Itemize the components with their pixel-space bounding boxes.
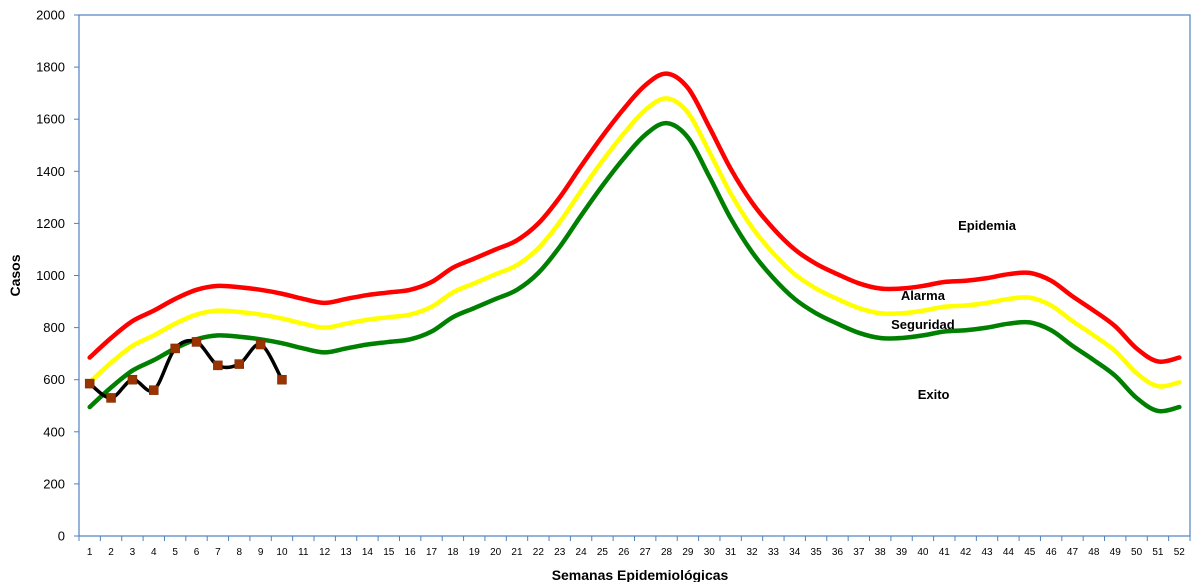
plot-markers [84,337,287,403]
x-tick-label: 49 [1110,547,1122,558]
x-tick-label: 42 [960,547,972,558]
x-tick-label: 19 [469,547,481,558]
plot-frame [78,14,1191,537]
observed-cases-line [87,338,284,400]
y-tick-label: 0 [58,529,65,544]
x-axis-title: Semanas Epidemiológicas [552,567,729,582]
x-tick-label: 34 [789,547,801,558]
x-tick-label: 15 [383,547,395,558]
x-tick-label: 29 [682,547,694,558]
y-tick-label: 1000 [36,268,65,283]
zone-labels: Epidemia Alarma Seguridad Exito [891,218,1017,402]
observed-case-point [255,339,266,350]
x-axis: 1 2 3 4 5 6 7 8 9 10 11 12 13 14 15 16 17 18 19 20 21 22 23 24 2… [78,536,1191,558]
x-tick-label: 23 [554,547,566,558]
x-tick-label: 32 [746,547,758,558]
y-tick-label: 400 [43,424,65,439]
x-tick-label: 22 [533,547,545,558]
x-tick-label: 21 [511,547,523,558]
x-tick-label: 37 [853,547,865,558]
x-tick-label: 16 [405,547,417,558]
zone-label-alarma: Alarma [901,288,946,303]
x-tick-label: 5 [172,547,178,558]
observed-case-point [84,378,95,389]
x-tick-label: 2 [108,547,114,558]
x-tick-label: 4 [151,547,157,558]
x-tick-label: 17 [426,547,438,558]
x-tick-label: 9 [258,547,264,558]
x-tick-label: 39 [896,547,908,558]
x-tick-label: 18 [447,547,459,558]
x-tick-label: 24 [576,547,588,558]
x-tick-label: 51 [1152,547,1164,558]
zone-label-epidemia: Epidemia [958,218,1017,233]
observed-case-point [234,359,244,369]
x-tick-label: 7 [215,547,221,558]
x-tick-label: 40 [917,547,929,558]
x-tick-label: 8 [236,547,242,558]
x-tick-label: 47 [1067,547,1079,558]
x-tick-label: 3 [130,547,136,558]
zone-label-seguridad: Seguridad [891,317,955,332]
zone-label-exito: Exito [918,387,950,402]
x-tick-label: 38 [875,547,887,558]
x-tick-label: 41 [939,547,951,558]
x-tick-label: 25 [597,547,609,558]
x-tick-label: 48 [1088,547,1100,558]
observed-case-point [149,385,159,395]
x-tick-label: 11 [298,547,309,558]
observed-case-point [213,360,223,371]
y-axis-title: Casos [7,254,23,296]
x-tick-label: 10 [276,547,288,558]
epidemia-threshold-line [87,71,1182,365]
x-tick-label: 12 [319,547,331,558]
x-tick-label: 45 [1024,547,1036,558]
x-tick-label: 43 [981,547,993,558]
x-tick-label: 6 [194,547,200,558]
y-tick-label: 800 [43,320,65,335]
seguridad-threshold-line [87,120,1182,414]
x-tick-label: 44 [1003,547,1015,558]
x-tick-label: 50 [1131,547,1143,558]
x-tick-label: 1 [87,547,93,558]
x-tick-label: 31 [725,547,737,558]
y-tick-label: 600 [43,372,65,387]
x-tick-label: 30 [704,547,716,558]
observed-case-point [127,374,138,385]
x-tick-label: 46 [1046,547,1058,558]
observed-case-point [191,337,202,347]
observed-case-point [170,343,180,354]
x-tick-label: 35 [811,547,823,558]
x-tick-label: 36 [832,547,844,558]
y-tick-label: 1600 [36,112,65,127]
alarma-threshold-line [87,96,1182,389]
x-tick-label: 28 [661,547,673,558]
y-tick-label: 1800 [36,60,65,75]
y-axis: 0 200 400 600 800 1000 1200 1400 1600 1800 2000 [36,8,79,544]
y-tick-label: 1200 [36,216,65,231]
observed-case-point [277,374,287,385]
x-tick-label: 26 [618,547,630,558]
observed-case-point [106,393,116,403]
y-tick-label: 200 [43,476,65,491]
x-tick-label: 33 [768,547,780,558]
x-tick-label: 13 [341,547,353,558]
x-tick-label: 20 [490,547,502,558]
y-tick-label: 1400 [36,164,65,179]
x-tick-label: 27 [640,547,652,558]
plot-series [87,71,1182,414]
x-tick-label: 52 [1174,547,1186,558]
y-tick-label: 2000 [36,8,65,23]
x-tick-label: 14 [362,547,374,558]
